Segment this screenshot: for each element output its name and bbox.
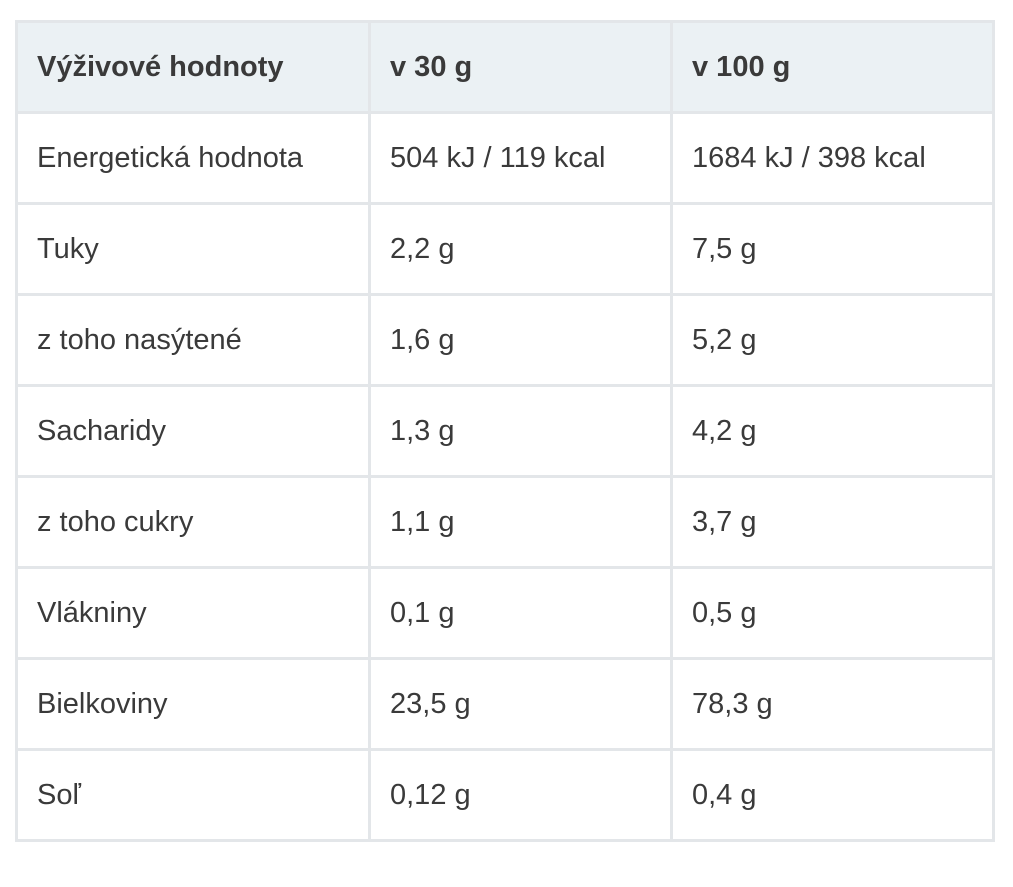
nutrient-name: Soľ xyxy=(15,748,371,842)
nutrient-name: z toho cukry xyxy=(15,475,371,569)
header-per-30g: v 30 g xyxy=(368,20,673,114)
table-row: Sacharidy 1,3 g 4,2 g xyxy=(15,384,995,478)
value-per-100g: 78,3 g xyxy=(670,657,995,751)
nutrient-name: z toho nasýtené xyxy=(15,293,371,387)
nutrition-table: Výživové hodnoty v 30 g v 100 g Energeti… xyxy=(15,20,995,842)
table-header-row: Výživové hodnoty v 30 g v 100 g xyxy=(15,20,995,114)
value-per-30g: 0,1 g xyxy=(368,566,673,660)
value-per-100g: 0,4 g xyxy=(670,748,995,842)
nutrient-name: Sacharidy xyxy=(15,384,371,478)
nutrient-name: Vlákniny xyxy=(15,566,371,660)
value-per-30g: 504 kJ / 119 kcal xyxy=(368,111,673,205)
value-per-100g: 7,5 g xyxy=(670,202,995,296)
value-per-30g: 0,12 g xyxy=(368,748,673,842)
nutrient-name: Bielkoviny xyxy=(15,657,371,751)
value-per-30g: 1,3 g xyxy=(368,384,673,478)
header-nutrient: Výživové hodnoty xyxy=(15,20,371,114)
value-per-30g: 23,5 g xyxy=(368,657,673,751)
value-per-100g: 5,2 g xyxy=(670,293,995,387)
table-row: Energetická hodnota 504 kJ / 119 kcal 16… xyxy=(15,111,995,205)
nutrition-table-container: Výživové hodnoty v 30 g v 100 g Energeti… xyxy=(15,20,995,842)
table-row: z toho cukry 1,1 g 3,7 g xyxy=(15,475,995,569)
value-per-30g: 1,1 g xyxy=(368,475,673,569)
nutrient-name: Tuky xyxy=(15,202,371,296)
header-per-100g: v 100 g xyxy=(670,20,995,114)
table-row: Tuky 2,2 g 7,5 g xyxy=(15,202,995,296)
table-row: Vlákniny 0,1 g 0,5 g xyxy=(15,566,995,660)
value-per-100g: 0,5 g xyxy=(670,566,995,660)
value-per-100g: 3,7 g xyxy=(670,475,995,569)
table-row: Soľ 0,12 g 0,4 g xyxy=(15,748,995,842)
value-per-100g: 1684 kJ / 398 kcal xyxy=(670,111,995,205)
nutrient-name: Energetická hodnota xyxy=(15,111,371,205)
table-row: z toho nasýtené 1,6 g 5,2 g xyxy=(15,293,995,387)
table-row: Bielkoviny 23,5 g 78,3 g xyxy=(15,657,995,751)
value-per-30g: 1,6 g xyxy=(368,293,673,387)
value-per-30g: 2,2 g xyxy=(368,202,673,296)
value-per-100g: 4,2 g xyxy=(670,384,995,478)
